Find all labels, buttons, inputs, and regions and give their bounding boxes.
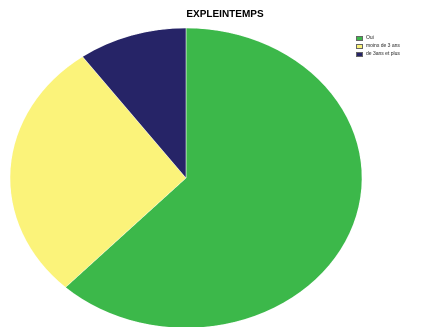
pie-slice-oui: [65, 27, 363, 327]
legend-swatch-moins-de-3-ans: [356, 43, 363, 49]
pie-slice-de-3ans-et-plus: [82, 27, 187, 179]
legend-swatch-oui: [356, 35, 363, 41]
legend-item-moins-de-3-ans: moins de 3 ans: [356, 42, 426, 50]
legend: Oui moins de 3 ans de 3ans et plus: [356, 34, 426, 58]
legend-item-de-3ans-et-plus: de 3ans et plus: [356, 50, 426, 58]
legend-label-moins-de-3-ans: moins de 3 ans: [366, 43, 400, 49]
pie-slice-moins-de-3-ans: [9, 56, 187, 288]
pie-slices: [9, 27, 363, 327]
chart-title: EXPLEINTEMPS: [186, 9, 264, 20]
legend-item-oui: Oui: [356, 34, 426, 42]
legend-label-de-3ans-et-plus: de 3ans et plus: [366, 51, 400, 57]
legend-swatch-de-3ans-et-plus: [356, 51, 363, 57]
legend-label-oui: Oui: [366, 35, 374, 41]
